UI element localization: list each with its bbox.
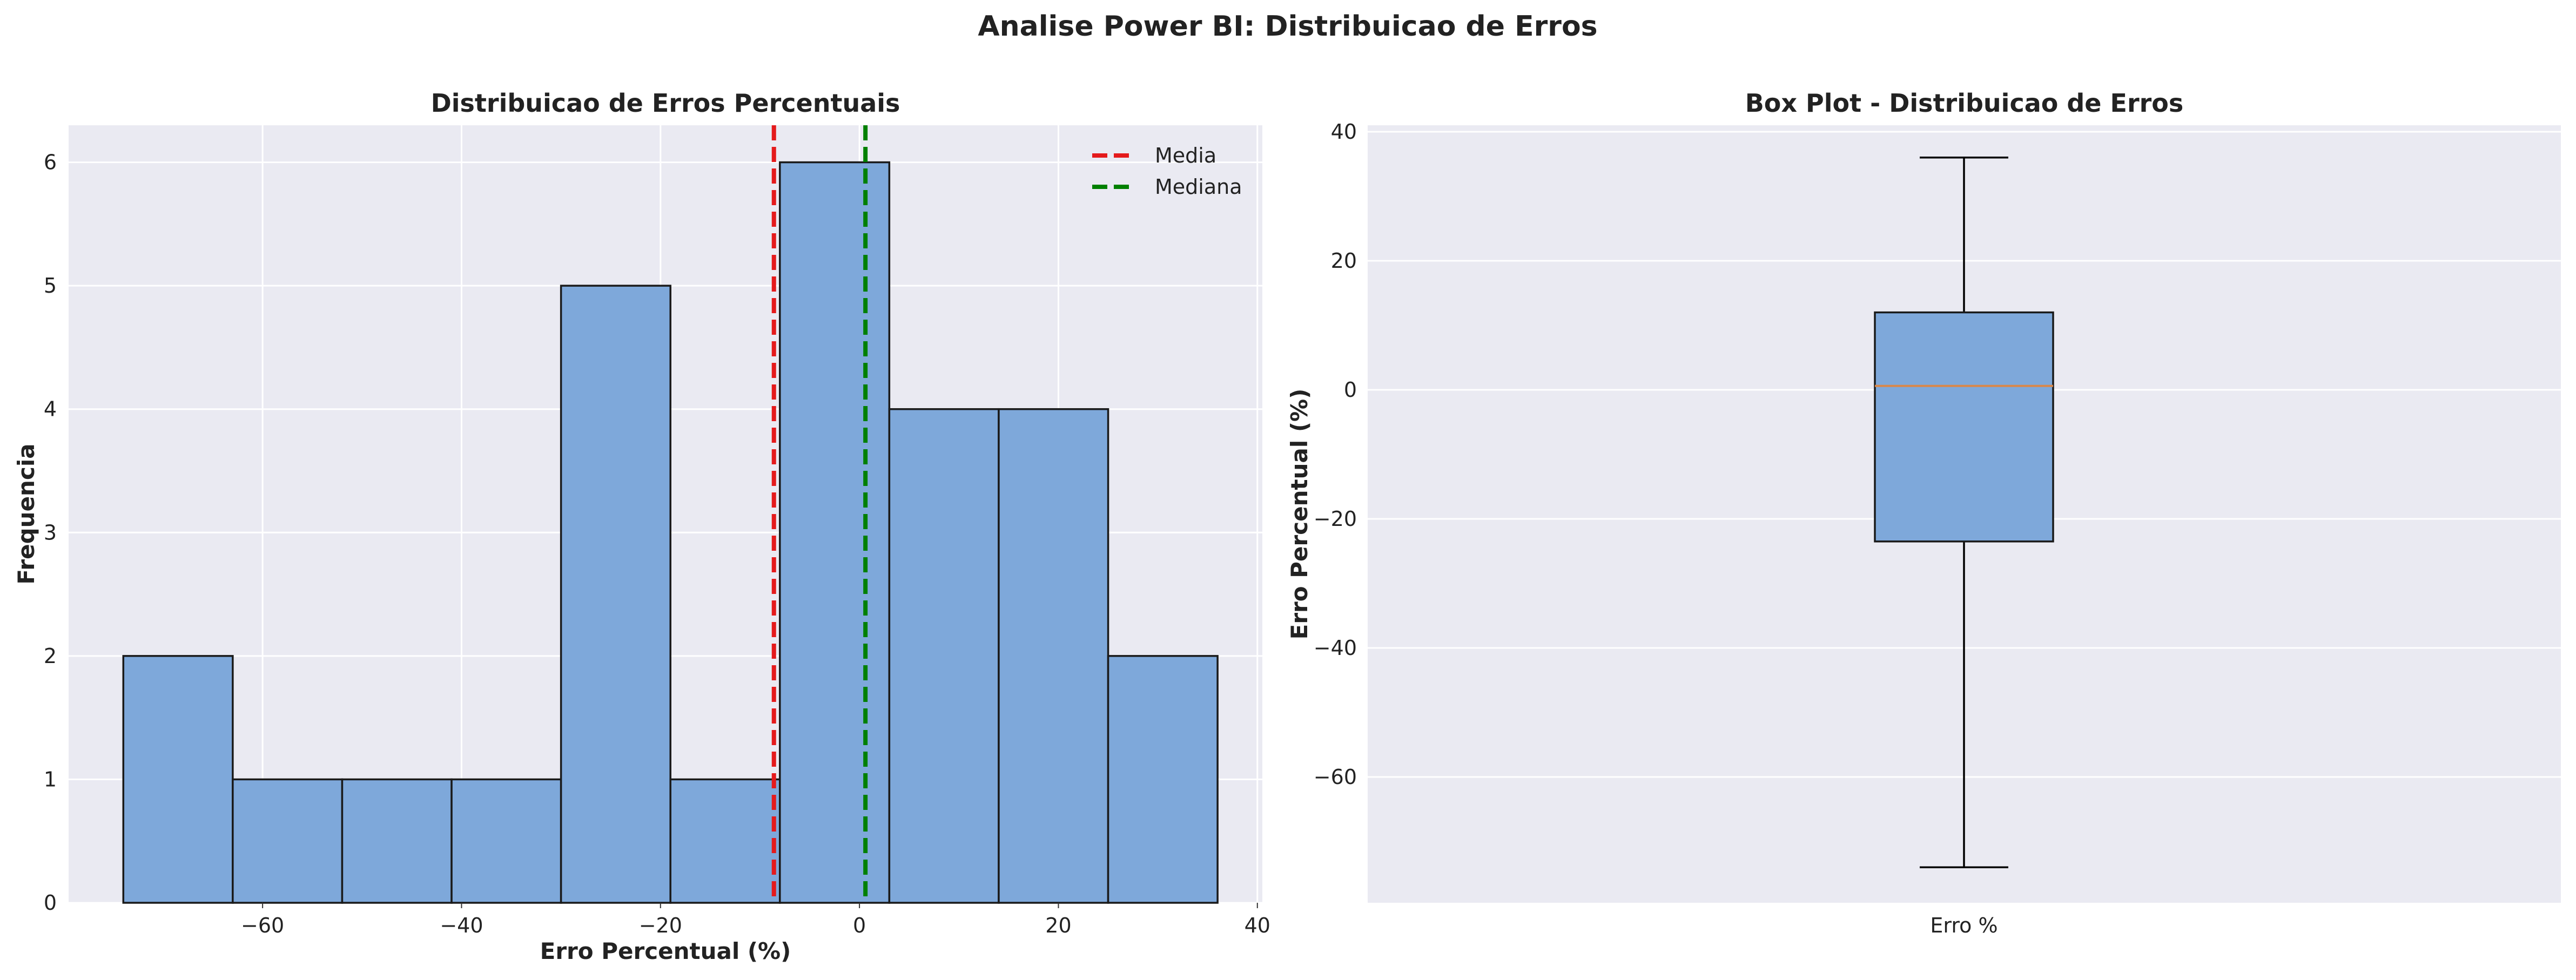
legend-label-media: Media — [1155, 144, 1216, 167]
y-tick-label: −60 — [1314, 765, 1357, 789]
legend-label-mediana: Mediana — [1155, 175, 1242, 199]
x-tick-label: 0 — [853, 914, 866, 937]
x-tick-label: −20 — [639, 914, 682, 937]
y-tick-label: 2 — [44, 644, 57, 668]
y-tick-label: 3 — [44, 521, 57, 544]
y-tick-label: 5 — [44, 274, 57, 298]
legend: Media Mediana — [1092, 144, 1242, 199]
y-tick-label: 6 — [44, 151, 57, 174]
chart-title: Distribuicao de Erros Percentuais — [431, 89, 900, 118]
figure-title: Analise Power BI: Distribuicao de Erros — [978, 10, 1597, 43]
histogram-bar — [669, 778, 781, 904]
histogram-bar — [888, 408, 1000, 904]
box-iqr — [1874, 311, 2054, 543]
box-plot-chart: −60 −40 −20 0 20 40 Erro % Box Plot - Distribui… — [1286, 89, 2561, 937]
x-tick-label: −40 — [440, 914, 483, 937]
y-axis-label: Erro Percentual (%) — [1286, 389, 1313, 640]
y-tick-label: −40 — [1314, 636, 1357, 660]
y-tick-label: −20 — [1314, 507, 1357, 531]
y-tick-label: 4 — [44, 397, 57, 421]
histogram-chart: −60 −40 −20 0 20 40 0 1 2 3 4 5 6 Distribuicao de Err… — [13, 89, 1270, 964]
histogram-bar — [560, 285, 671, 904]
y-tick-label: 40 — [1331, 120, 1357, 144]
x-axis-label: Erro Percentual (%) — [540, 938, 791, 964]
chart-title: Box Plot - Distribuicao de Erros — [1745, 89, 2184, 118]
y-tick-label: 0 — [44, 891, 57, 915]
x-tick-label: 40 — [1245, 914, 1270, 937]
y-tick-label: 1 — [44, 767, 57, 791]
x-tick-label: −60 — [241, 914, 284, 937]
histogram-bar — [998, 408, 1109, 904]
x-tick-label: 20 — [1045, 914, 1071, 937]
histogram-bar — [341, 778, 453, 904]
histogram-bar — [232, 778, 344, 904]
y-axis-label: Frequencia — [13, 443, 39, 584]
histogram-bar — [450, 778, 562, 904]
histogram-bar — [122, 655, 234, 904]
y-tick-label: 20 — [1331, 249, 1357, 273]
y-tick-label: 0 — [1344, 378, 1357, 402]
x-tick-label: Erro % — [1930, 914, 1997, 937]
histogram-bar — [779, 161, 891, 904]
histogram-bar — [1107, 655, 1219, 904]
